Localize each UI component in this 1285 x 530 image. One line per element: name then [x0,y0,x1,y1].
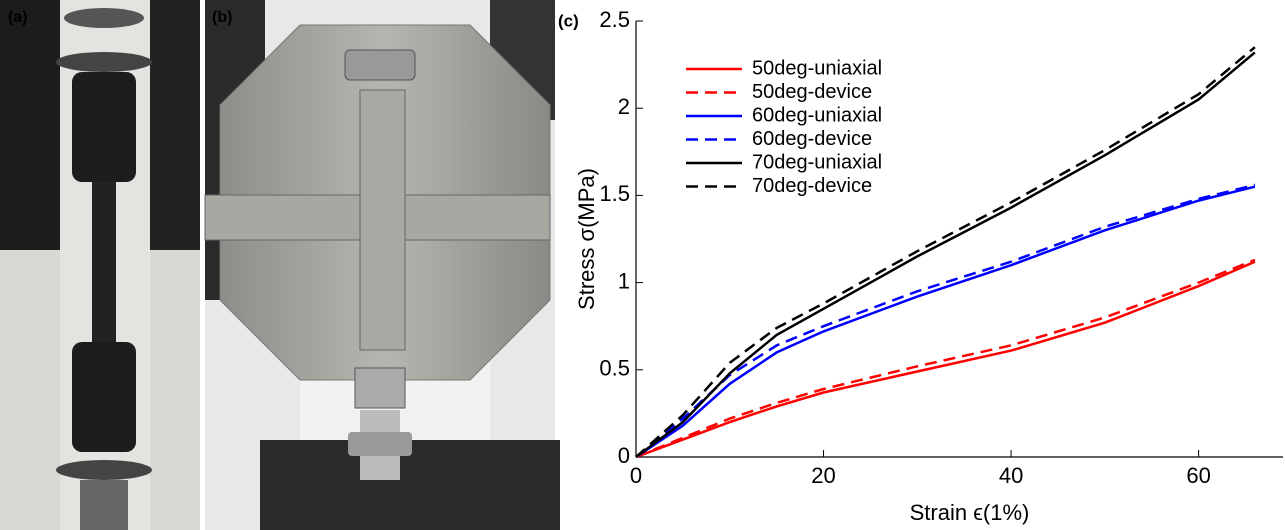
y-tick-label: 1.5 [599,181,630,206]
y-tick-label: 2.5 [599,7,630,32]
legend-label: 60deg-device [752,128,872,150]
y-tick-label: 0.5 [599,356,630,381]
series-line [635,51,1256,459]
x-tick-label: 0 [630,463,642,488]
series-line [635,183,1256,458]
y-axis-label: Stress σ(MPa) [574,168,599,310]
photo-b: (b) [204,0,560,530]
legend-label: 60deg-uniaxial [752,104,882,126]
series-line [635,260,1256,459]
legend-label: 70deg-device [752,175,872,197]
series-line [635,185,1256,459]
x-tick-label: 20 [811,463,835,488]
y-tick-label: 2 [618,94,630,119]
legend-label: 70deg-uniaxial [752,151,882,173]
x-axis-label: Strain ϵ(1%) [910,500,1030,525]
legend-label: 50deg-device [752,81,872,103]
legend-label: 50deg-uniaxial [752,57,882,79]
panel-label: (a) [8,9,28,26]
y-tick-label: 1 [618,268,630,293]
series-line [635,46,1256,458]
x-tick-label: 40 [999,463,1023,488]
photo-a: (a) [0,0,200,530]
panel-label: (b) [212,9,232,26]
series-line [635,258,1256,459]
panel-label: (c) [558,11,579,30]
x-tick-label: 60 [1186,463,1210,488]
y-tick-label: 0 [618,443,630,468]
chart: (c) 0 0.5 1 1.5 2 2.5 0 20 40 60 Strain ϵ(1%) Stres… [558,7,1283,525]
